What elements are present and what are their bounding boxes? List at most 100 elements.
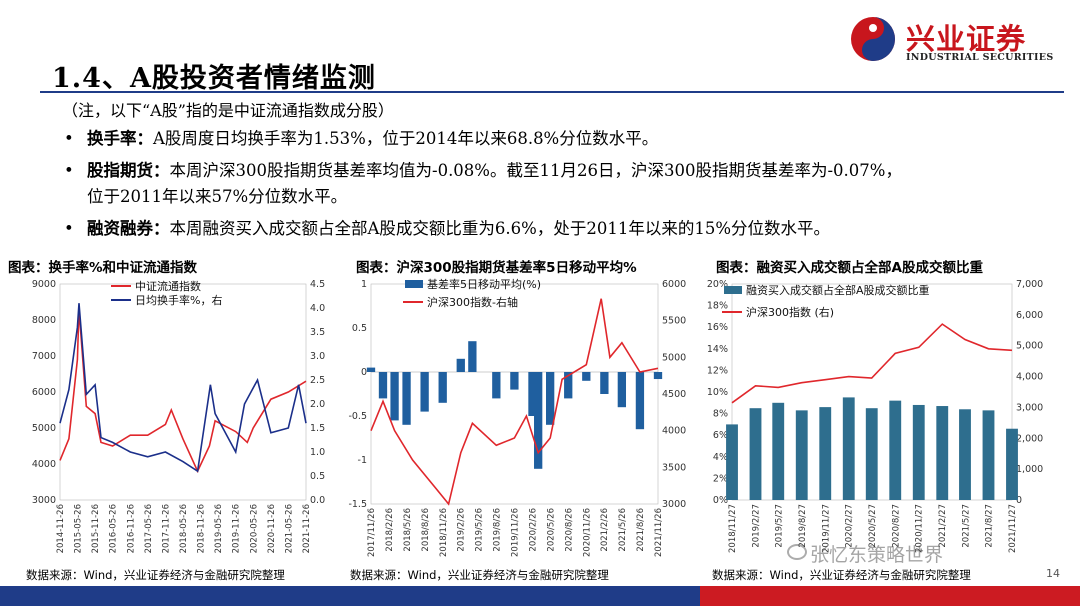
x-tick: 2019-11-26	[232, 504, 242, 553]
bar	[582, 372, 591, 381]
y-tick-right: 3.0	[310, 351, 325, 362]
page-number: 14	[1046, 567, 1060, 580]
bar	[1006, 428, 1018, 500]
y-tick-right: 7,000	[1016, 279, 1043, 290]
y-tick-left: -0.5	[348, 411, 367, 422]
y-tick-left: 0%	[713, 495, 728, 506]
y-tick-right: 4000	[662, 426, 686, 437]
x-tick: 2019/11/27	[821, 504, 831, 553]
x-tick: 2014-11-26	[56, 504, 66, 553]
x-tick: 2020/8/26	[564, 508, 574, 552]
y-tick-right: 6,000	[1016, 310, 1043, 321]
x-tick: 2021/5/27	[961, 504, 971, 548]
y-tick-left: 10%	[707, 387, 728, 398]
y-tick-left: 9000	[32, 279, 56, 290]
bar	[546, 372, 555, 425]
y-tick-right: 1.0	[310, 447, 325, 458]
chart1-title: 图表：换手率%和中证流通指数	[8, 260, 198, 276]
x-tick: 2020/5/27	[868, 504, 878, 548]
y-tick-right: 3,000	[1016, 402, 1043, 413]
plot-area	[59, 283, 307, 501]
y-tick-left: 1	[361, 279, 367, 290]
watermark: 张忆东策略世界	[810, 544, 944, 566]
x-tick: 2019/5/27	[775, 504, 785, 548]
x-tick: 2018/11/26	[439, 508, 449, 557]
bar	[749, 408, 762, 500]
y-tick-left: 4%	[713, 452, 728, 463]
x-tick: 2021/11/27	[1008, 504, 1018, 553]
bullet-text: 本周沪深300股指期货基差率均值为-0.08%。截至11月26日，沪深300股指…	[169, 161, 902, 180]
x-tick: 2021/5/26	[618, 508, 628, 552]
series-line	[370, 298, 659, 506]
y-tick-left: 3000	[32, 495, 56, 506]
bullet-marker: •	[64, 129, 74, 148]
x-tick: 2020/11/26	[582, 508, 592, 557]
y-tick-right: 0.5	[310, 471, 325, 482]
y-tick-right: 3500	[662, 462, 686, 473]
header-rule	[40, 91, 1064, 93]
y-tick-left: 0.5	[352, 323, 367, 334]
bullet-marker: •	[64, 161, 74, 180]
y-tick-left: 16%	[707, 322, 728, 333]
x-tick: 2019/8/26	[493, 508, 503, 552]
bar	[528, 372, 537, 416]
y-tick-left: 4000	[32, 459, 56, 470]
wechat-icon	[787, 544, 807, 560]
x-tick: 2018-05-26	[179, 504, 189, 553]
x-tick: 2020/2/26	[528, 508, 538, 552]
x-tick: 2017-05-26	[144, 504, 154, 553]
footer-bar-red	[700, 586, 1080, 606]
x-tick: 2018/8/26	[421, 508, 431, 552]
series-line	[59, 303, 307, 473]
x-tick: 2017/11/26	[367, 508, 377, 557]
x-tick: 2018/2/26	[385, 508, 395, 552]
bar	[912, 404, 925, 500]
y-tick-right: 4500	[662, 389, 686, 400]
logo-text-en: INDUSTRIAL SECURITIES	[906, 52, 1054, 63]
bar	[889, 400, 902, 500]
bar	[819, 407, 832, 500]
bar	[772, 402, 785, 500]
bullet-text: 本周融资买入成交额占全部A股成交额比重为6.6%，处于2011年以来的15%分位…	[169, 219, 831, 238]
y-tick-right: 5000	[662, 352, 686, 363]
y-tick-left: 8%	[713, 409, 728, 420]
x-tick: 2019/11/26	[511, 508, 521, 557]
bar	[795, 410, 808, 500]
series-line	[731, 323, 1013, 404]
bar	[617, 372, 627, 408]
bar	[534, 372, 543, 469]
x-tick: 2015-11-26	[91, 504, 101, 553]
x-tick: 2021/8/27	[985, 504, 995, 548]
legend-swatch	[405, 280, 423, 288]
bar	[438, 372, 447, 403]
chart1-source: 数据来源：Wind，兴业证券经济与金融研究院整理	[26, 568, 285, 582]
legend-label: 沪深300指数-右轴	[427, 295, 518, 309]
y-tick-right: 3.5	[310, 327, 325, 338]
x-tick: 2020/8/27	[891, 504, 901, 548]
y-tick-left: 5000	[32, 423, 56, 434]
bar	[635, 372, 645, 430]
bullet-label: 融资融券：	[87, 219, 170, 238]
series-line	[59, 309, 307, 474]
bullet-label: 换手率：	[87, 129, 153, 148]
chart2-source: 数据来源：Wind，兴业证券经济与金融研究院整理	[350, 568, 609, 582]
legend-swatch	[724, 286, 742, 294]
bar	[492, 372, 501, 399]
y-tick-right: 0	[1016, 495, 1022, 506]
bar	[842, 397, 855, 500]
y-tick-left: 18%	[707, 301, 728, 312]
y-tick-right: 4.0	[310, 303, 325, 314]
y-tick-left: 0	[361, 367, 367, 378]
y-tick-left: 12%	[707, 365, 728, 376]
bar	[456, 358, 465, 372]
bullet-label: 股指期货：	[87, 161, 170, 180]
bar	[653, 372, 663, 380]
y-tick-right: 4.5	[310, 279, 325, 290]
y-tick-right: 5,000	[1016, 341, 1043, 352]
plot-area	[370, 283, 659, 505]
y-tick-left: 7000	[32, 351, 56, 362]
x-tick: 2015-05-26	[74, 504, 84, 553]
legend-label: 中证流通指数	[135, 279, 201, 293]
y-tick-left: 14%	[707, 344, 728, 355]
y-tick-left: 20%	[707, 279, 728, 290]
